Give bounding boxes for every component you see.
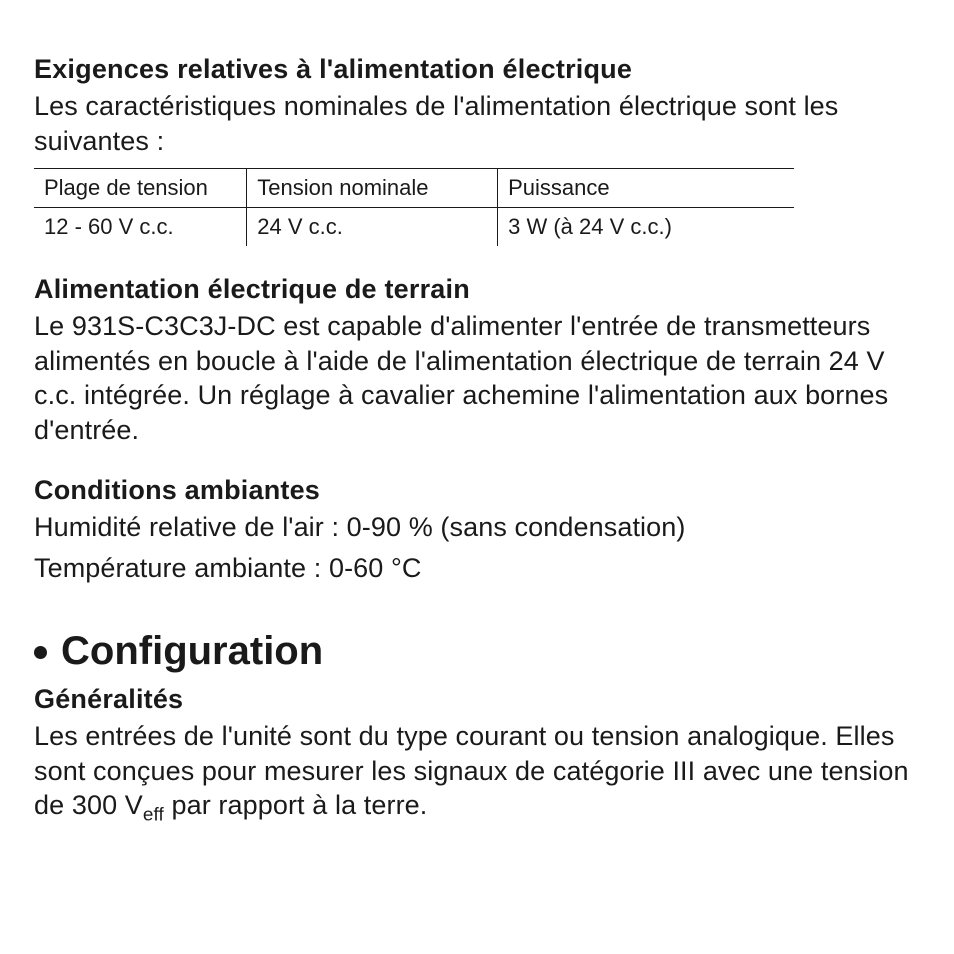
th-power: Puissance: [498, 169, 794, 208]
table-header-row: Plage de tension Tension nominale Puissa…: [34, 169, 794, 208]
para-general: Les entrées de l'unité sont du type cour…: [34, 719, 920, 823]
para-power-intro: Les caractéristiques nominales de l'alim…: [34, 89, 920, 158]
heading-general: Généralités: [34, 684, 920, 715]
heading-field-power: Alimentation électrique de terrain: [34, 274, 920, 305]
heading-power-requirements: Exigences relatives à l'alimentation éle…: [34, 54, 920, 85]
heading-configuration: Configuration: [34, 629, 920, 674]
td-power: 3 W (à 24 V c.c.): [498, 208, 794, 247]
para-field-power: Le 931S-C3C3J-DC est capable d'alimenter…: [34, 309, 920, 447]
td-nominal-voltage: 24 V c.c.: [247, 208, 498, 247]
document-page: Exigences relatives à l'alimentation éle…: [0, 0, 954, 863]
th-nominal-voltage: Tension nominale: [247, 169, 498, 208]
heading-configuration-text: Configuration: [61, 629, 323, 674]
table-row: 12 - 60 V c.c. 24 V c.c. 3 W (à 24 V c.c…: [34, 208, 794, 247]
power-table: Plage de tension Tension nominale Puissa…: [34, 168, 794, 246]
para-general-post: par rapport à la terre.: [164, 790, 428, 820]
subscript-eff: eff: [143, 805, 164, 826]
para-humidity: Humidité relative de l'air : 0-90 % (san…: [34, 510, 920, 545]
th-voltage-range: Plage de tension: [34, 169, 247, 208]
heading-ambient: Conditions ambiantes: [34, 475, 920, 506]
td-voltage-range: 12 - 60 V c.c.: [34, 208, 247, 247]
para-temperature: Température ambiante : 0-60 °C: [34, 551, 920, 586]
